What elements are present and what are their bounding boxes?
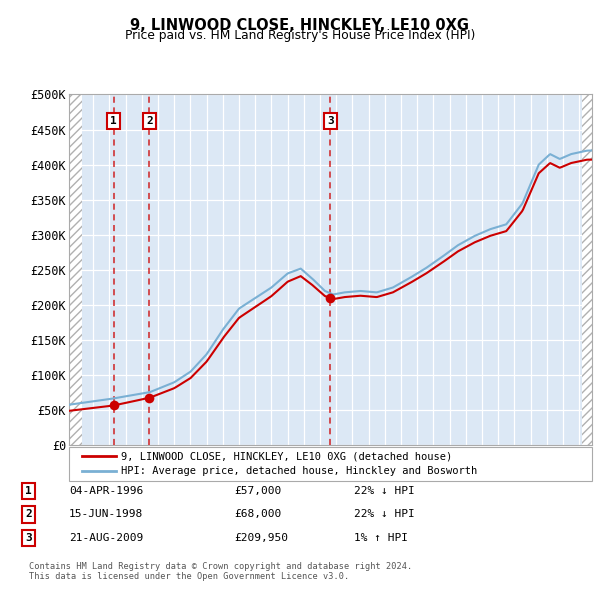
Text: 9, LINWOOD CLOSE, HINCKLEY, LE10 0XG: 9, LINWOOD CLOSE, HINCKLEY, LE10 0XG [131,18,470,32]
Text: £68,000: £68,000 [234,510,281,519]
Text: Price paid vs. HM Land Registry's House Price Index (HPI): Price paid vs. HM Land Registry's House … [125,30,475,42]
Text: 2: 2 [146,116,153,126]
Text: 1: 1 [110,116,117,126]
Text: 3: 3 [327,116,334,126]
Bar [69,94,82,445]
Text: 15-JUN-1998: 15-JUN-1998 [69,510,143,519]
Text: £209,950: £209,950 [234,533,288,543]
Text: 1: 1 [25,486,32,496]
Bar [583,94,592,445]
Text: 22% ↓ HPI: 22% ↓ HPI [354,510,415,519]
Text: 3: 3 [25,533,32,543]
Text: 04-APR-1996: 04-APR-1996 [69,486,143,496]
Text: 9, LINWOOD CLOSE, HINCKLEY, LE10 0XG (detached house): 9, LINWOOD CLOSE, HINCKLEY, LE10 0XG (de… [121,451,452,461]
Text: 21-AUG-2009: 21-AUG-2009 [69,533,143,543]
Text: 1% ↑ HPI: 1% ↑ HPI [354,533,408,543]
Text: HPI: Average price, detached house, Hinckley and Bosworth: HPI: Average price, detached house, Hinc… [121,466,478,476]
Text: 2: 2 [25,510,32,519]
Text: Contains HM Land Registry data © Crown copyright and database right 2024.
This d: Contains HM Land Registry data © Crown c… [29,562,412,581]
Text: 22% ↓ HPI: 22% ↓ HPI [354,486,415,496]
Text: £57,000: £57,000 [234,486,281,496]
